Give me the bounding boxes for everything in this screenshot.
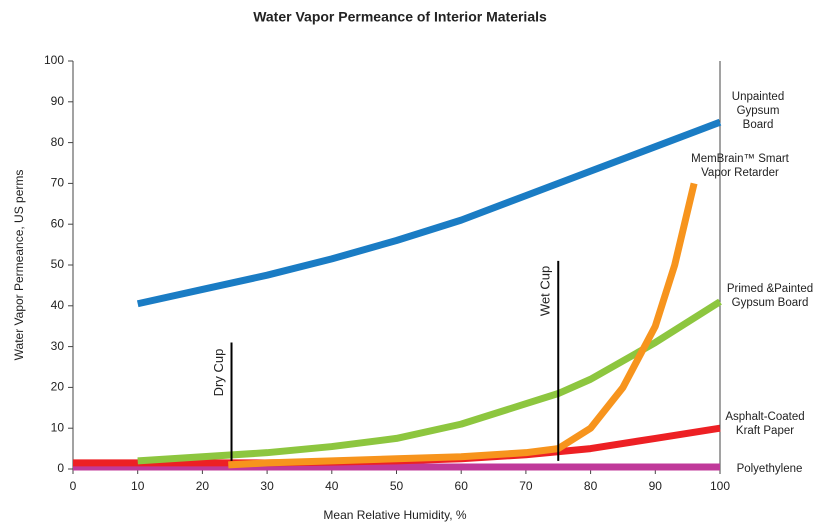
series-label: Unpainted Gypsum Board	[731, 91, 785, 131]
y-tick-label: 100	[44, 53, 64, 67]
x-tick-label: 20	[196, 479, 210, 493]
x-tick-label: 80	[584, 479, 598, 493]
series-label: Asphalt-Coated Kraft Paper	[725, 411, 805, 437]
y-tick-label: 80	[51, 135, 65, 149]
x-tick-label: 30	[260, 479, 274, 493]
series-label: MemBrain™ Smart Vapor Retarder	[691, 153, 789, 179]
series-line	[228, 182, 698, 469]
y-tick-label: 30	[51, 339, 65, 353]
x-tick-label: 90	[649, 479, 663, 493]
y-tick-label: 60	[51, 216, 65, 230]
y-axis-label: Water Vapor Permeance, US perms	[12, 170, 26, 361]
x-tick-label: 0	[70, 479, 77, 493]
x-tick-label: 10	[131, 479, 145, 493]
annotation-text: Wet Cup	[538, 266, 553, 316]
chart-title: Water Vapor Permeance of Interior Materi…	[253, 9, 547, 25]
y-tick-label: 40	[51, 298, 65, 312]
y-tick-label: 70	[51, 176, 65, 190]
series-line	[136, 118, 722, 308]
series-label: Polyethylene	[736, 463, 803, 475]
y-tick-label: 50	[51, 257, 65, 271]
series-line	[137, 298, 722, 465]
y-tick-label: 20	[51, 380, 65, 394]
x-tick-label: 50	[390, 479, 404, 493]
x-axis-label: Mean Relative Humidity, %	[323, 508, 466, 522]
y-tick-label: 0	[57, 461, 64, 475]
y-tick-label: 90	[51, 94, 65, 108]
annotation-text: Dry Cup	[211, 349, 226, 397]
x-tick-label: 40	[325, 479, 339, 493]
x-tick-label: 60	[455, 479, 469, 493]
series-label: Primed &Painted Gypsum Board	[726, 283, 814, 309]
y-tick-label: 10	[51, 420, 65, 434]
x-tick-label: 70	[519, 479, 533, 493]
x-tick-label: 100	[710, 479, 730, 493]
